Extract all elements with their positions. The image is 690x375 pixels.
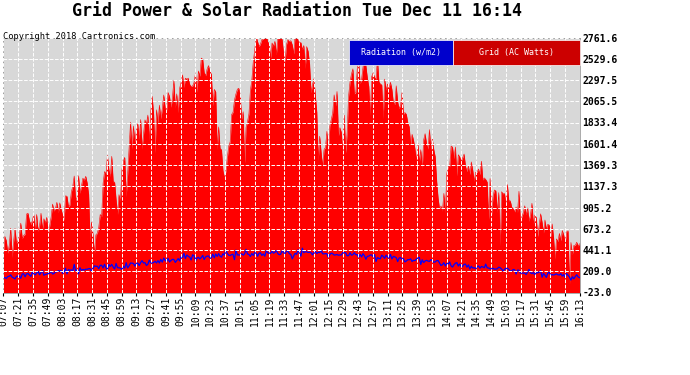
Text: Grid Power & Solar Radiation Tue Dec 11 16:14: Grid Power & Solar Radiation Tue Dec 11 … (72, 2, 522, 20)
Bar (349, 40, 453, 64)
Text: Grid (AC Watts): Grid (AC Watts) (479, 48, 553, 57)
Bar (453, 40, 580, 64)
Text: Radiation (w/m2): Radiation (w/m2) (361, 48, 441, 57)
Text: Copyright 2018 Cartronics.com: Copyright 2018 Cartronics.com (3, 32, 156, 41)
